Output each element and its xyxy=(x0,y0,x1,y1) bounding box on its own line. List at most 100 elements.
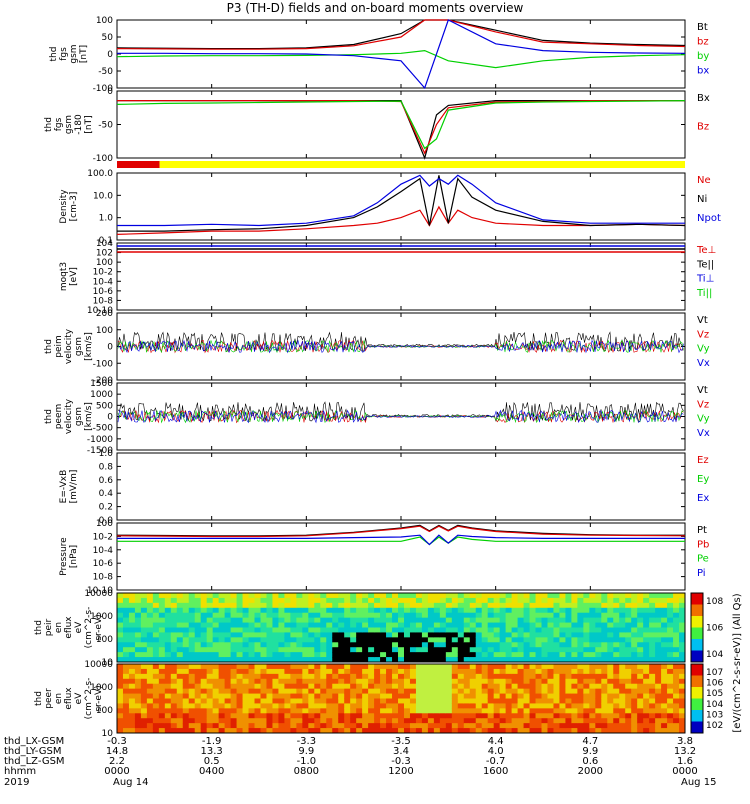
heatmap-cell xyxy=(541,642,548,648)
heatmap-cell xyxy=(595,718,602,724)
heatmap-cell xyxy=(308,622,315,628)
heatmap-cell xyxy=(499,728,507,734)
heatmap-cell xyxy=(272,688,279,695)
heatmap-cell xyxy=(350,723,357,729)
heatmap-cell xyxy=(517,728,525,734)
heatmap-cell xyxy=(565,673,572,680)
heatmap-cell xyxy=(134,627,142,633)
heatmap-cell xyxy=(296,713,303,719)
heatmap-cell xyxy=(613,678,620,685)
heatmap-cell xyxy=(643,728,650,734)
heatmap-cell xyxy=(117,617,124,624)
heatmap-cell xyxy=(350,713,357,719)
heatmap-cell xyxy=(511,597,519,604)
heatmap-cell xyxy=(403,693,411,699)
heatmap-cell xyxy=(386,728,393,734)
heatmap-cell xyxy=(625,708,632,714)
heatmap-cell xyxy=(415,627,423,633)
heatmap-cell xyxy=(409,683,417,690)
heatmap-cell xyxy=(320,678,327,685)
heatmap-cell xyxy=(248,678,256,685)
heatmap-cell xyxy=(380,723,387,729)
heatmap-cell xyxy=(254,673,261,680)
heatmap-cell xyxy=(529,668,537,675)
y-tick-label: 0.8 xyxy=(99,462,114,472)
heatmap-cell xyxy=(619,693,626,699)
heatmap-cell xyxy=(117,593,124,599)
heatmap-cell xyxy=(541,597,548,604)
heatmap-cell xyxy=(290,698,297,704)
heatmap-cell xyxy=(206,664,214,670)
heatmap-cell xyxy=(272,647,279,653)
heatmap-cell xyxy=(655,693,662,699)
heatmap-cell xyxy=(194,723,202,729)
heatmap-cell xyxy=(332,627,339,633)
heatmap-cell xyxy=(254,693,261,699)
heatmap-cell xyxy=(427,664,435,670)
heatmap-cell xyxy=(583,617,590,624)
heatmap-cell xyxy=(206,673,214,680)
heatmap-cell xyxy=(619,668,626,675)
heatmap-cell xyxy=(607,607,614,614)
heatmap-cell xyxy=(607,637,614,643)
heatmap-cell xyxy=(188,612,196,619)
heatmap-cell xyxy=(487,612,495,619)
y-tick-label: 1.0 xyxy=(99,214,114,224)
heatmap-cell xyxy=(284,657,291,663)
heatmap-cell xyxy=(409,622,417,628)
heatmap-cell xyxy=(403,657,411,663)
heatmap-cell xyxy=(403,632,411,638)
heatmap-cell xyxy=(637,602,644,609)
heatmap-cell xyxy=(613,683,620,690)
heatmap-cell xyxy=(625,637,632,643)
heatmap-cell xyxy=(451,617,459,624)
heatmap-cell xyxy=(248,602,256,609)
heatmap-cell xyxy=(499,642,507,648)
heatmap-cell xyxy=(505,607,513,614)
heatmap-cell xyxy=(380,668,387,675)
heatmap-cell xyxy=(619,713,626,719)
heatmap-cell xyxy=(200,593,208,599)
heatmap-cell xyxy=(463,718,471,724)
heatmap-cell xyxy=(403,612,411,619)
heatmap-cell xyxy=(344,612,351,619)
heatmap-cell xyxy=(302,637,309,643)
heatmap-cell xyxy=(601,627,608,633)
heatmap-cell xyxy=(212,683,220,690)
heatmap-cell xyxy=(386,602,393,609)
heatmap-cell xyxy=(200,642,208,648)
heatmap-cell xyxy=(511,642,519,648)
heatmap-cell xyxy=(439,693,447,699)
heatmap-cell xyxy=(218,723,226,729)
heatmap-cell xyxy=(398,622,405,628)
heatmap-cell xyxy=(236,708,244,714)
heatmap-cell xyxy=(368,713,375,719)
heatmap-cell xyxy=(368,632,375,638)
heatmap-cell xyxy=(487,607,495,614)
heatmap-cell xyxy=(302,668,309,675)
heatmap-cell xyxy=(230,657,238,663)
heatmap-cell xyxy=(511,683,519,690)
heatmap-cell xyxy=(188,627,196,633)
heatmap-cell xyxy=(613,627,620,633)
heatmap-cell xyxy=(398,728,405,734)
heatmap-cell xyxy=(272,703,279,709)
heatmap-cell xyxy=(649,632,656,638)
heatmap-cell xyxy=(386,708,393,714)
heatmap-cell xyxy=(344,607,351,614)
heatmap-cell xyxy=(350,602,357,609)
heatmap-cell xyxy=(290,612,297,619)
heatmap-cell xyxy=(134,713,142,719)
colorbar-frame xyxy=(690,592,704,663)
heatmap-cell xyxy=(511,673,519,680)
heatmap-cell xyxy=(236,612,244,619)
heatmap-cell xyxy=(152,703,160,709)
colorbar-swatch xyxy=(691,616,703,628)
heatmap-cell xyxy=(140,728,148,734)
heatmap-cell xyxy=(409,708,417,714)
heatmap-cell xyxy=(649,652,656,658)
heatmap-cell xyxy=(117,657,124,663)
heatmap-cell xyxy=(637,597,644,604)
heatmap-cell xyxy=(463,612,471,619)
heatmap-cell xyxy=(128,593,136,599)
